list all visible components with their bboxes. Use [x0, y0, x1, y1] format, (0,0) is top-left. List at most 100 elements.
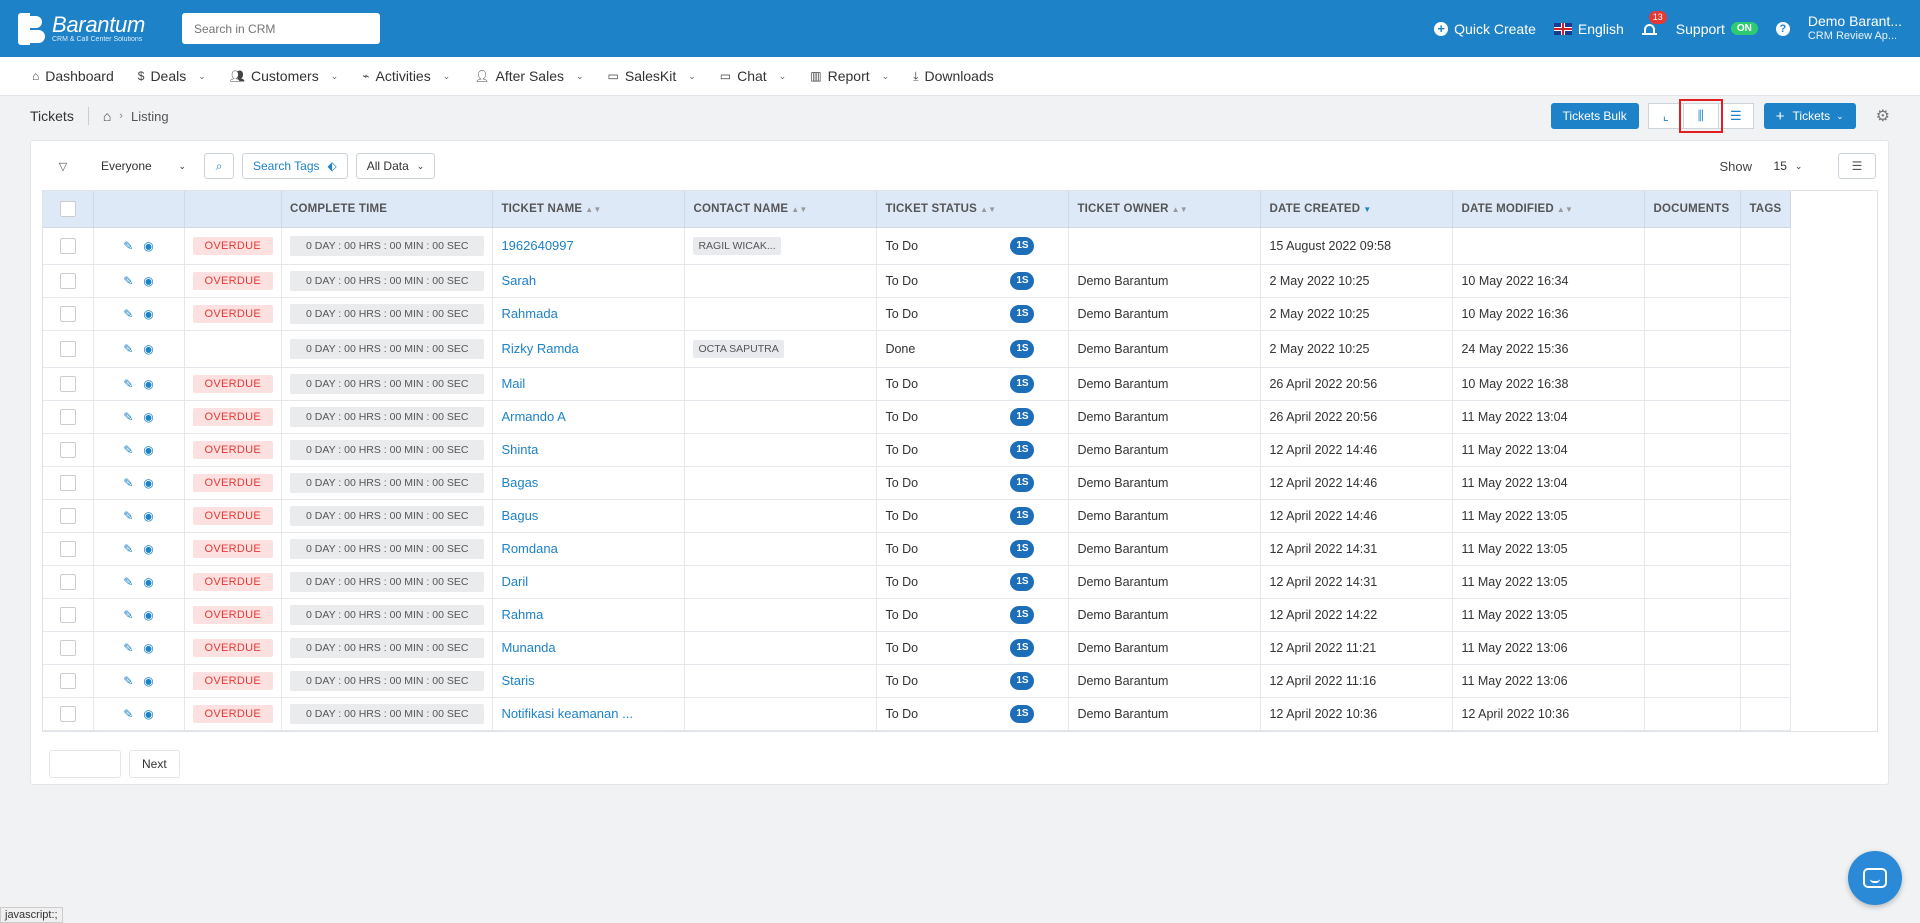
view-eye-icon[interactable]: ◉ — [143, 306, 154, 321]
view-eye-icon[interactable]: ◉ — [143, 475, 154, 490]
data-filter-select[interactable]: All Data ⌄ — [355, 153, 436, 179]
nav-item-activities[interactable]: ⌁ Activities ⌄ — [362, 68, 450, 84]
edit-pencil-icon[interactable]: ✎ — [123, 409, 134, 424]
edit-pencil-icon[interactable]: ✎ — [123, 238, 134, 253]
contact-tag[interactable]: RAGIL WICAK... — [693, 236, 781, 255]
next-button[interactable]: Next — [129, 750, 180, 778]
edit-pencil-icon[interactable]: ✎ — [123, 475, 134, 490]
support-toggle[interactable]: Support ON — [1676, 21, 1758, 37]
user-menu[interactable]: Demo Barant... CRM Review Ap... — [1808, 13, 1902, 44]
row-checkbox[interactable] — [59, 639, 76, 656]
view-eye-icon[interactable]: ◉ — [143, 607, 154, 622]
view-eye-icon[interactable]: ◉ — [143, 706, 154, 721]
ticket-name-link[interactable]: Romdana — [501, 541, 558, 556]
row-checkbox[interactable] — [59, 375, 76, 392]
date-created-header[interactable]: DATE CREATED ▼ — [1260, 191, 1454, 228]
select-all-checkbox[interactable] — [59, 200, 76, 217]
view-eye-icon[interactable]: ◉ — [143, 541, 154, 556]
edit-pencil-icon[interactable]: ✎ — [123, 607, 134, 622]
row-checkbox[interactable] — [59, 705, 76, 722]
edit-pencil-icon[interactable]: ✎ — [123, 341, 134, 356]
chart-view-button[interactable]: ⌞ — [1647, 103, 1684, 129]
quick-create-button[interactable]: + Quick Create — [1434, 21, 1536, 37]
add-ticket-button[interactable]: + Tickets ⌄ — [1763, 103, 1856, 129]
row-checkbox[interactable] — [59, 441, 76, 458]
kanban-view-button[interactable]: ⫼ — [1678, 99, 1723, 133]
date-modified-header[interactable]: DATE MODIFIED ▲▼ — [1452, 191, 1646, 228]
ticket-name-link[interactable]: Munanda — [501, 640, 556, 655]
row-checkbox[interactable] — [59, 272, 76, 289]
contact-tag[interactable]: OCTA SAPUTRA — [693, 339, 784, 358]
crm-search-input[interactable] — [182, 13, 380, 44]
row-checkbox[interactable] — [59, 408, 76, 425]
edit-pencil-icon[interactable]: ✎ — [123, 306, 134, 321]
edit-pencil-icon[interactable]: ✎ — [123, 541, 134, 556]
filter-icon[interactable]: ▽ — [58, 160, 68, 173]
edit-pencil-icon[interactable]: ✎ — [123, 640, 134, 655]
ticket-name-link[interactable]: Bagas — [501, 475, 539, 490]
ticket-owner-header[interactable]: TICKET OWNER ▲▼ — [1068, 191, 1262, 228]
search-tags-button[interactable]: Search Tags ⬖ — [242, 153, 348, 179]
owner-filter-select[interactable]: Everyone ⌄ — [91, 153, 196, 179]
row-checkbox[interactable] — [59, 540, 76, 557]
row-checkbox[interactable] — [59, 340, 76, 357]
ticket-name-link[interactable]: Daril — [501, 574, 529, 589]
notifications-button[interactable]: 13 — [1641, 10, 1667, 37]
view-eye-icon[interactable]: ◉ — [143, 341, 154, 356]
ticket-name-link[interactable]: Rahmada — [501, 306, 558, 321]
gear-icon[interactable]: ⚙ — [1875, 108, 1890, 125]
nav-item-after-sales[interactable]: 👤︎ After Sales ⌄ — [474, 68, 583, 84]
ticket-name-link[interactable]: Shinta — [501, 442, 539, 457]
ticket-name-link[interactable]: Bagus — [501, 508, 539, 523]
row-checkbox[interactable] — [59, 606, 76, 623]
edit-pencil-icon[interactable]: ✎ — [123, 376, 134, 391]
row-checkbox[interactable] — [59, 573, 76, 590]
view-eye-icon[interactable]: ◉ — [143, 376, 154, 391]
view-eye-icon[interactable]: ◉ — [143, 238, 154, 253]
tickets-bulk-button[interactable]: Tickets Bulk — [1550, 103, 1639, 129]
nav-item-chat[interactable]: ▭ Chat ⌄ — [720, 68, 786, 84]
row-checkbox[interactable] — [59, 672, 76, 689]
nav-item-deals[interactable]: $ Deals ⌄ — [138, 68, 206, 84]
contact-name-header[interactable]: CONTACT NAME ▲▼ — [684, 191, 878, 228]
ticket-name-link[interactable]: Sarah — [501, 273, 537, 288]
ticket-name-link[interactable]: Notifikasi keamanan ... — [501, 706, 633, 721]
nav-item-saleskit[interactable]: ▭ SalesKit ⌄ — [608, 68, 696, 84]
page-size-select[interactable]: 15 ⌄ — [1762, 153, 1814, 179]
column-settings-button[interactable]: ☰ — [1838, 153, 1876, 179]
edit-pencil-icon[interactable]: ✎ — [123, 574, 134, 589]
live-chat-button[interactable] — [1848, 851, 1902, 905]
ticket-name-link[interactable]: Rizky Ramda — [501, 341, 579, 356]
ticket-name-link[interactable]: 1962640997 — [501, 238, 574, 253]
ticket-name-link[interactable]: Rahma — [501, 607, 544, 622]
home-icon[interactable]: ⌂ — [102, 108, 112, 124]
edit-pencil-icon[interactable]: ✎ — [123, 273, 134, 288]
list-view-button[interactable]: ☰ — [1717, 103, 1754, 129]
view-eye-icon[interactable]: ◉ — [143, 409, 154, 424]
view-eye-icon[interactable]: ◉ — [143, 640, 154, 655]
nav-item-customers[interactable]: 👥︎ Customers ⌄ — [230, 68, 338, 84]
nav-item-report[interactable]: ▥ Report ⌄ — [810, 68, 889, 84]
row-checkbox[interactable] — [59, 507, 76, 524]
view-eye-icon[interactable]: ◉ — [143, 442, 154, 457]
ticket-name-link[interactable]: Armando A — [501, 409, 566, 424]
nav-item-downloads[interactable]: ⤓ Downloads — [913, 68, 994, 84]
row-checkbox[interactable] — [59, 474, 76, 491]
edit-pencil-icon[interactable]: ✎ — [123, 442, 134, 457]
ticket-name-header[interactable]: TICKET NAME ▲▼ — [492, 191, 686, 228]
edit-pencil-icon[interactable]: ✎ — [123, 673, 134, 688]
edit-pencil-icon[interactable]: ✎ — [123, 508, 134, 523]
view-eye-icon[interactable]: ◉ — [143, 574, 154, 589]
row-checkbox[interactable] — [59, 305, 76, 322]
brand-logo[interactable]: Barantum CRM & Call Center Solutions — [18, 12, 165, 45]
ticket-status-header[interactable]: TICKET STATUS ▲▼ — [876, 191, 1070, 228]
ticket-name-link[interactable]: Mail — [501, 376, 526, 391]
language-selector[interactable]: English — [1553, 21, 1624, 37]
nav-item-dashboard[interactable]: ⌂ Dashboard — [32, 68, 114, 84]
previous-button[interactable] — [49, 750, 121, 778]
view-eye-icon[interactable]: ◉ — [143, 273, 154, 288]
search-button[interactable]: ⌕ — [204, 153, 234, 179]
view-eye-icon[interactable]: ◉ — [143, 673, 154, 688]
help-icon[interactable]: ? — [1775, 21, 1790, 36]
edit-pencil-icon[interactable]: ✎ — [123, 706, 134, 721]
